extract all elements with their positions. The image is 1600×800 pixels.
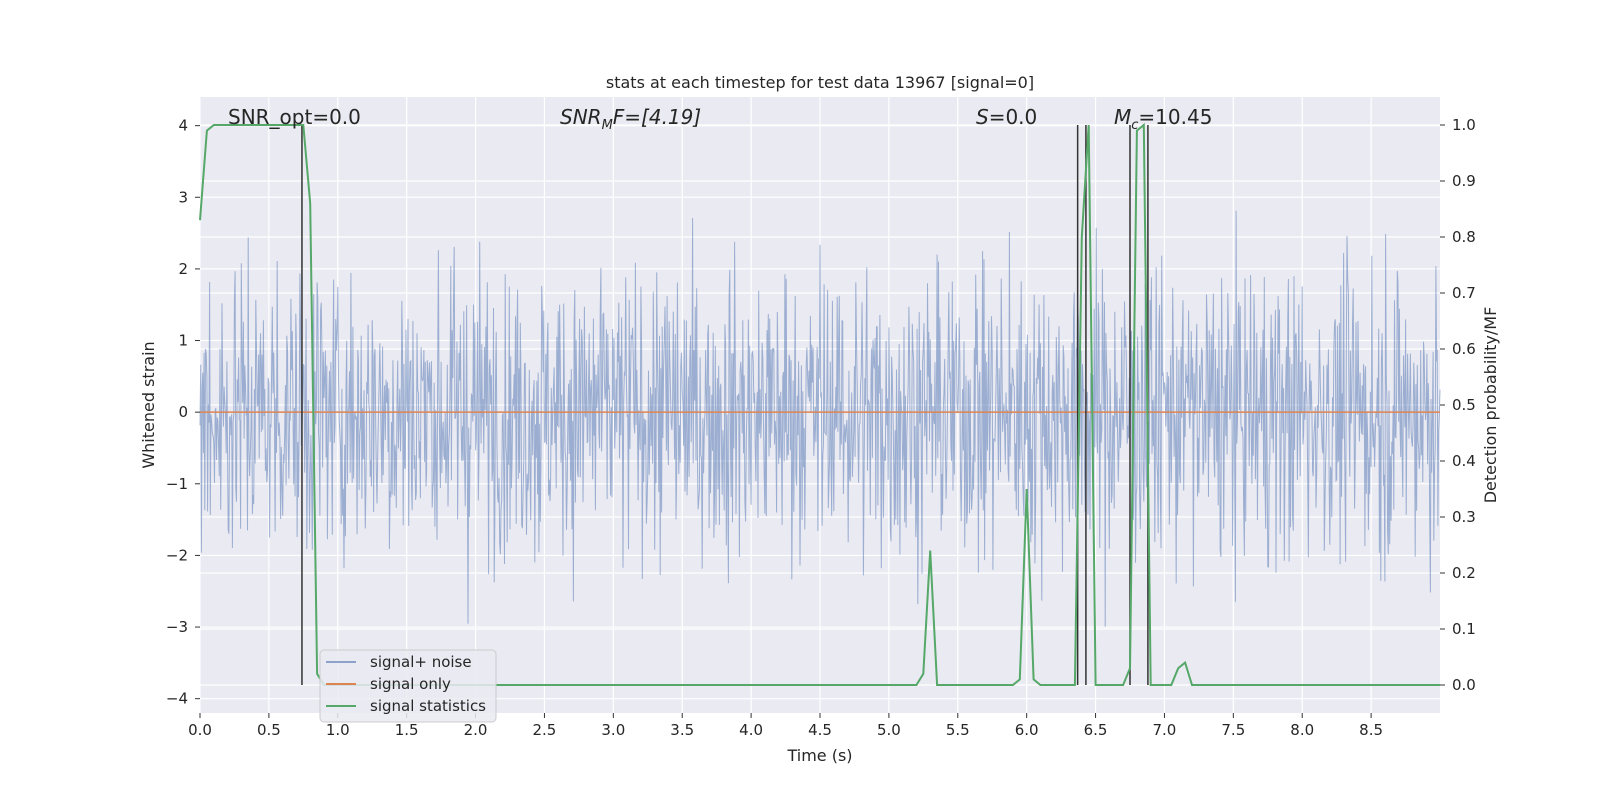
x-tick-label: 2.0 bbox=[464, 721, 488, 739]
x-tick-label: 6.0 bbox=[1015, 721, 1039, 739]
legend-label-signal-noise: signal+ noise bbox=[370, 653, 472, 671]
annotation-s-rest: =0.0 bbox=[989, 105, 1038, 129]
chart-title: stats at each timestep for test data 139… bbox=[606, 73, 1034, 92]
x-tick-label: 1.0 bbox=[326, 721, 350, 739]
x-tick-label: 6.5 bbox=[1084, 721, 1108, 739]
y-tick-label: 2 bbox=[178, 260, 188, 278]
signal-statistics-series bbox=[199, 122, 1440, 686]
y-tick-label: −2 bbox=[166, 546, 188, 564]
annotation-mc-var: M bbox=[1114, 105, 1131, 129]
x-tick-label: 8.5 bbox=[1359, 721, 1383, 739]
annotation-snr-mf-sub: M bbox=[602, 118, 613, 133]
y-right-tick-label: 0.1 bbox=[1452, 620, 1476, 638]
annotation-snr-mf-var: SNR bbox=[560, 105, 602, 129]
x-tick-label: 4.5 bbox=[808, 721, 832, 739]
annotation-mc: Mc=10.45 bbox=[1114, 105, 1212, 133]
y-tick-label: 4 bbox=[178, 117, 188, 135]
x-tick-label: 3.0 bbox=[601, 721, 625, 739]
legend-label-signal-only: signal only bbox=[370, 675, 451, 693]
x-axis-label: Time (s) bbox=[786, 746, 852, 765]
y-tick-label: −3 bbox=[166, 618, 188, 636]
x-tick-label: 7.5 bbox=[1221, 721, 1245, 739]
annotation-mc-sub: c bbox=[1131, 118, 1138, 133]
signal-noise-series bbox=[199, 210, 1441, 627]
y-right-tick-label: 0.4 bbox=[1452, 452, 1476, 470]
y-axis-right-label: Detection probability/MF bbox=[1481, 307, 1500, 504]
legend: signal+ noise signal only signal statist… bbox=[319, 649, 497, 723]
annotation-snr-opt: SNR_opt=0.0 bbox=[228, 105, 361, 129]
x-tick-label: 4.0 bbox=[739, 721, 763, 739]
y-right-tick-label: 0.3 bbox=[1452, 508, 1476, 526]
x-tick-label: 1.5 bbox=[395, 721, 419, 739]
y-right-tick-label: 0.0 bbox=[1452, 676, 1476, 694]
y-axis-label: Whitened strain bbox=[139, 341, 158, 468]
x-tick-label: 7.0 bbox=[1153, 721, 1177, 739]
y-right-tick-label: 1.0 bbox=[1452, 116, 1476, 134]
axes: 0.0 0.5 1.0 1.5 2.0 2.5 3.0 3.5 4.0 4.5 5.0 5.5 6.0 6… bbox=[166, 116, 1476, 739]
annotation-s: S=0.0 bbox=[976, 105, 1037, 129]
annotation-s-var: S bbox=[976, 105, 989, 129]
y-tick-label: 3 bbox=[178, 188, 188, 206]
y-right-tick-label: 0.9 bbox=[1452, 172, 1476, 190]
x-tick-label: 5.0 bbox=[877, 721, 901, 739]
x-tick-label: 8.0 bbox=[1290, 721, 1314, 739]
y-tick-label: 0 bbox=[178, 403, 188, 421]
y-tick-label: −1 bbox=[166, 475, 188, 493]
annotation-mc-rest: =10.45 bbox=[1138, 105, 1212, 129]
signal-statistics-line bbox=[199, 122, 1440, 686]
annotation-snr-mf-rest: F=[4.19] bbox=[613, 105, 701, 129]
x-tick-label: 3.5 bbox=[670, 721, 694, 739]
y-right-tick-label: 0.6 bbox=[1452, 340, 1476, 358]
y-right-tick-label: 0.2 bbox=[1452, 564, 1476, 582]
legend-label-signal-statistics: signal statistics bbox=[370, 697, 486, 715]
annotation-snr-mf: SNRMF=[4.19] bbox=[560, 105, 701, 133]
y-right-tick-label: 0.8 bbox=[1452, 228, 1476, 246]
x-tick-label: 0.5 bbox=[257, 721, 281, 739]
legend-box bbox=[319, 649, 497, 723]
y-tick-label: 1 bbox=[178, 332, 188, 350]
signal-noise-line bbox=[199, 210, 1441, 627]
y-tick-label: −4 bbox=[166, 690, 188, 708]
x-tick-label: 2.5 bbox=[533, 721, 557, 739]
x-tick-label: 0.0 bbox=[188, 721, 212, 739]
y-right-tick-label: 0.7 bbox=[1452, 284, 1476, 302]
y-right-tick-label: 0.5 bbox=[1452, 396, 1476, 414]
x-tick-label: 5.5 bbox=[946, 721, 970, 739]
